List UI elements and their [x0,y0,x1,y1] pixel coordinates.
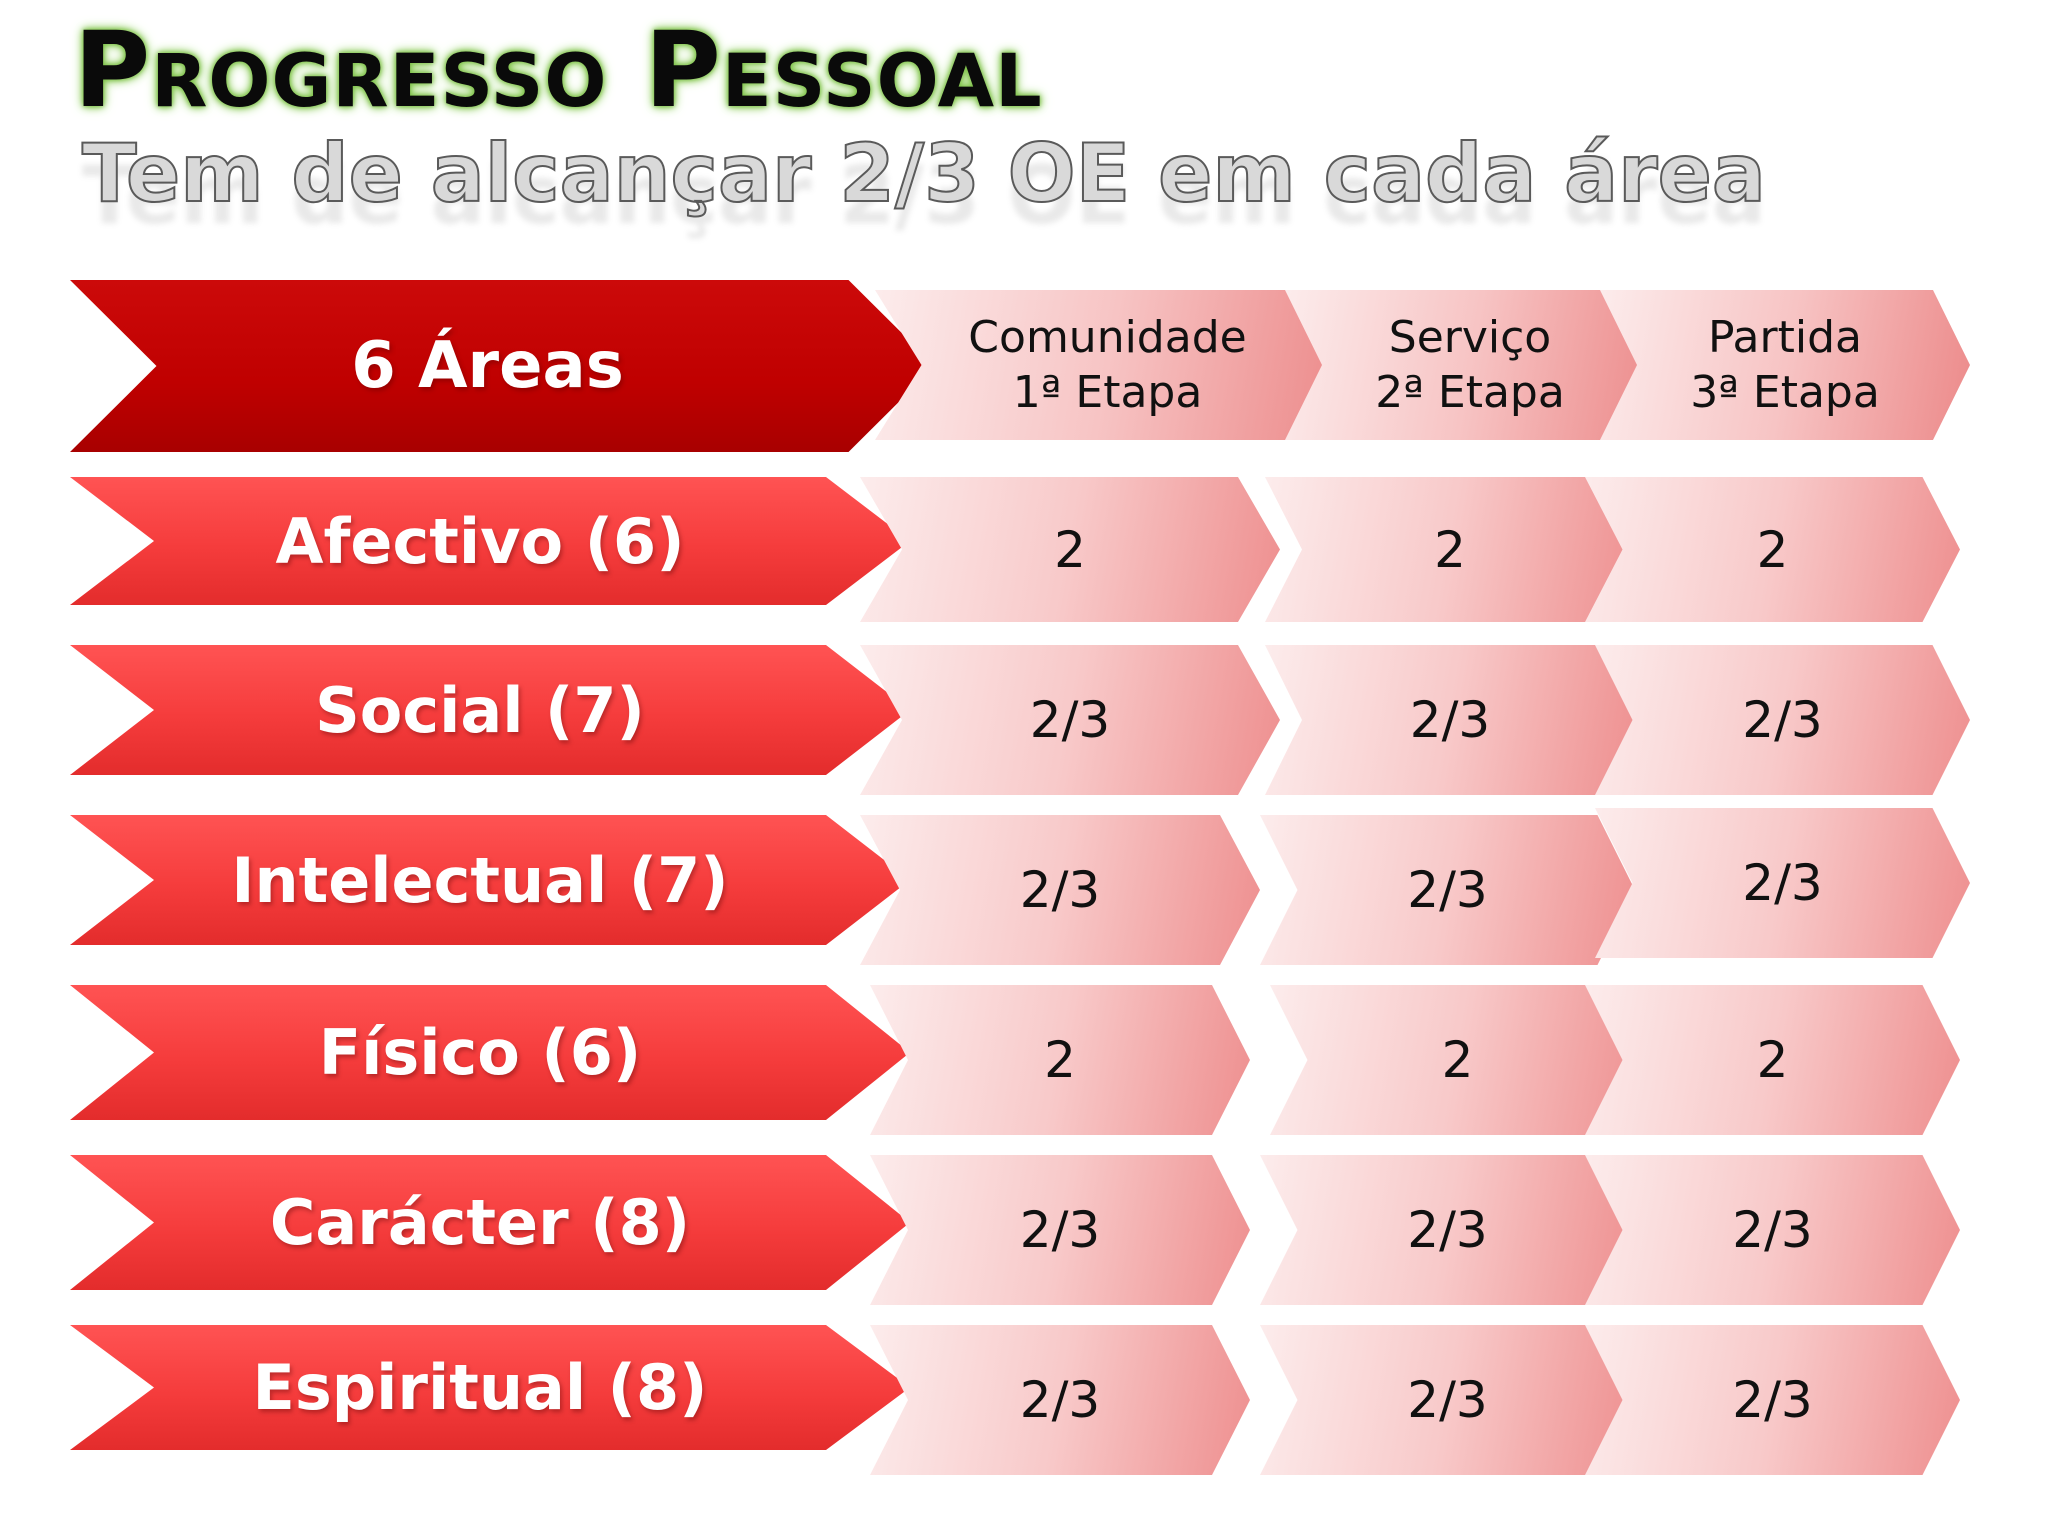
requirement-value: 2/3 [1732,1201,1813,1259]
area-label: Afectivo (6) [275,504,685,578]
page-title: Progresso Pessoal [74,9,1043,131]
requirement-value: 2/3 [1407,861,1488,919]
areas-header-chevron: 6 Áreas [70,280,935,452]
stage-header-2: Serviço 2ª Etapa [1285,290,1655,440]
area-label: Social (7) [315,673,645,747]
area-chevron-espiritual: Espiritual (8) [70,1325,910,1450]
requirement-value: 2/3 [1742,691,1823,749]
area-chevron-caracter: Carácter (8) [70,1155,910,1290]
requirement-value: 2/3 [1019,1371,1101,1429]
stage-header-3: Partida 3ª Etapa [1600,290,1970,440]
requirement-value: 2 [1756,520,1789,579]
requirement-cell: 2/3 [1595,808,1970,958]
stage-number: 3ª Etapa [1690,367,1880,418]
stage-name: Serviço [1388,312,1552,363]
requirement-value: 2/3 [1409,691,1491,749]
stage-name: Partida [1708,312,1862,363]
page-subtitle: Tem de alcançar 2/3 OE em cada área [81,127,1767,220]
area-chevron-afectivo: Afectivo (6) [70,477,910,605]
stage-header-1: Comunidade 1ª Etapa [875,290,1340,440]
requirement-value: 2 [1756,1031,1789,1089]
requirement-cell: 2/3 [1585,1325,1960,1475]
requirement-cell: 2/3 [1595,645,1970,795]
requirement-value: 2/3 [1029,691,1111,749]
requirement-cell: 2 [1585,985,1960,1135]
requirement-cell: 2/3 [1260,1155,1635,1305]
requirement-value: 2/3 [1019,1201,1101,1259]
area-chevron-social: Social (7) [70,645,910,775]
area-label: Espiritual (8) [252,1351,708,1424]
area-label: Carácter (8) [269,1186,691,1259]
stage-number: 1ª Etapa [1012,367,1203,418]
requirement-value: 2/3 [1407,1201,1488,1259]
requirement-cell: 2 [1270,985,1645,1135]
requirement-value: 2 [1054,520,1086,579]
requirement-cell: 2/3 [1585,1155,1960,1305]
stage-name: Comunidade [968,312,1247,363]
requirement-cell: 2/3 [870,1325,1250,1475]
requirement-cell: 2/3 [1260,815,1635,965]
requirement-cell: 2 [860,477,1280,622]
requirement-cell: 2 [1585,477,1960,622]
area-label: Físico (6) [318,1016,642,1089]
requirement-value: 2/3 [1732,1371,1813,1429]
stage-number: 2ª Etapa [1375,367,1565,418]
area-chevron-fisico: Físico (6) [70,985,910,1120]
requirement-value: 2/3 [1742,854,1823,912]
requirement-cell: 2 [870,985,1250,1135]
requirement-value: 2/3 [1407,1371,1488,1429]
requirement-cell: 2/3 [860,645,1280,795]
area-label: Intelectual (7) [231,843,729,917]
requirement-value: 2 [1044,1031,1076,1089]
requirement-cell: 2/3 [870,1155,1250,1305]
requirement-value: 2 [1441,1031,1474,1089]
areas-header-label: 6 Áreas [351,329,624,403]
requirement-cell: 2/3 [1265,645,1635,795]
requirement-value: 2/3 [1019,861,1101,919]
requirement-cell: 2 [1265,477,1635,622]
requirement-cell: 2/3 [860,815,1260,965]
requirement-value: 2 [1434,520,1466,579]
requirement-cell: 2/3 [1260,1325,1635,1475]
area-chevron-intelectual: Intelectual (7) [70,815,910,945]
